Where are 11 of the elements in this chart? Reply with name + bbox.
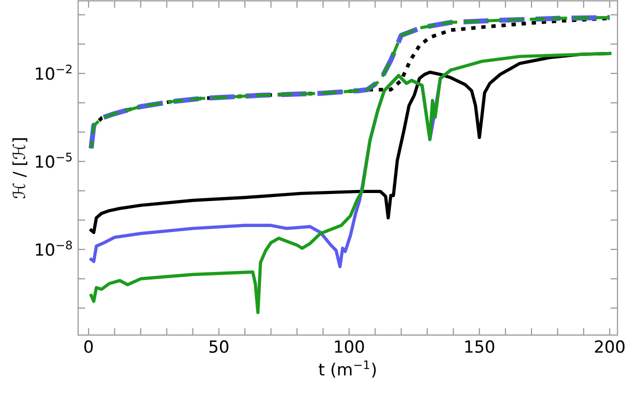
- x-tick-label: 0: [84, 340, 93, 353]
- y-tick-label: 10$^{−2}$: [36, 64, 72, 80]
- x-tick-label: 100: [335, 340, 364, 353]
- line-series: [90, 52, 612, 314]
- x-tick-label: 200: [595, 340, 624, 353]
- y-axis-title: ℋ / [ℋ]: [12, 138, 28, 198]
- x-tick-label: 150: [465, 340, 494, 353]
- y-tick-label: 10$^{−8}$: [36, 240, 72, 256]
- x-axis-title: t (m$^{−1}$): [318, 360, 376, 378]
- y-tick-label: 10$^{−5}$: [36, 152, 72, 168]
- x-tick-label: 50: [210, 340, 228, 353]
